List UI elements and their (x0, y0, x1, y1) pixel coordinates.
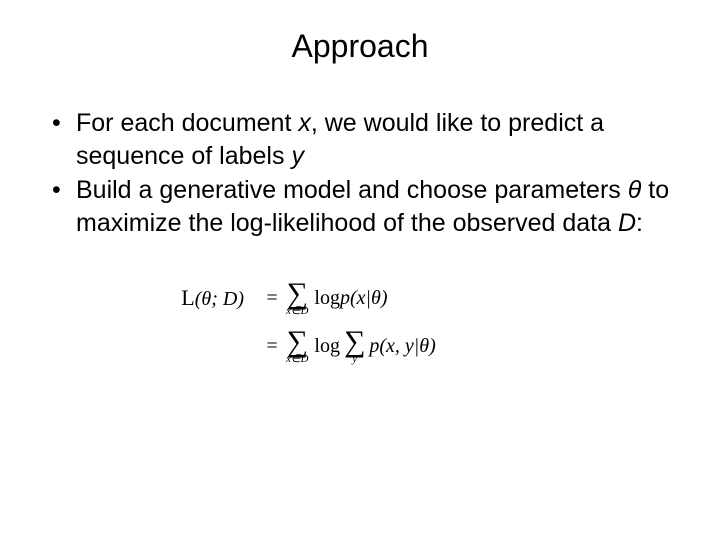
bullet-text: Build a generative model and choose para… (76, 176, 628, 204)
bullet-var: y (291, 142, 304, 170)
sum-symbol-inner: ∑ y (344, 327, 365, 365)
bullet-item: For each document x, we would like to pr… (48, 107, 672, 172)
bullet-list: For each document x, we would like to pr… (48, 107, 672, 239)
equation-row-2: = ∑ x∈D log ∑ y p(x, y|θ) (168, 327, 672, 365)
script-l: L (181, 285, 194, 310)
p-expr: p(x, y|θ) (369, 335, 435, 358)
equation-rhs: ∑ x∈D log ∑ y p(x, y|θ) (286, 327, 436, 365)
slide-title: Approach (48, 28, 672, 65)
sum-subscript: y (352, 354, 357, 365)
equation-lhs: L(θ; D) (168, 285, 258, 311)
sum-subscript: x∈D (286, 354, 308, 365)
bullet-text: For each document (76, 109, 298, 137)
sum-subscript: x∈D (286, 306, 308, 317)
log-text: log (314, 287, 340, 310)
bullet-var: θ (628, 176, 642, 204)
bullet-var: x (298, 109, 311, 137)
bullet-item: Build a generative model and choose para… (48, 174, 672, 239)
sum-symbol: ∑ x∈D (286, 327, 308, 365)
log-text: log (314, 335, 340, 358)
sum-symbol: ∑ x∈D (286, 279, 308, 317)
equation-row-1: L(θ; D) = ∑ x∈D log p(x|θ) (168, 279, 672, 317)
bullet-text: : (636, 209, 643, 237)
bullet-var: D (618, 209, 636, 237)
equals-sign: = (258, 287, 286, 310)
equation-block: L(θ; D) = ∑ x∈D log p(x|θ) = ∑ x∈D log ∑… (168, 279, 672, 365)
equals-sign: = (258, 335, 286, 358)
equation-rhs: ∑ x∈D log p(x|θ) (286, 279, 388, 317)
lhs-args: (θ; D) (195, 288, 244, 310)
p-expr: p(x|θ) (340, 287, 388, 310)
